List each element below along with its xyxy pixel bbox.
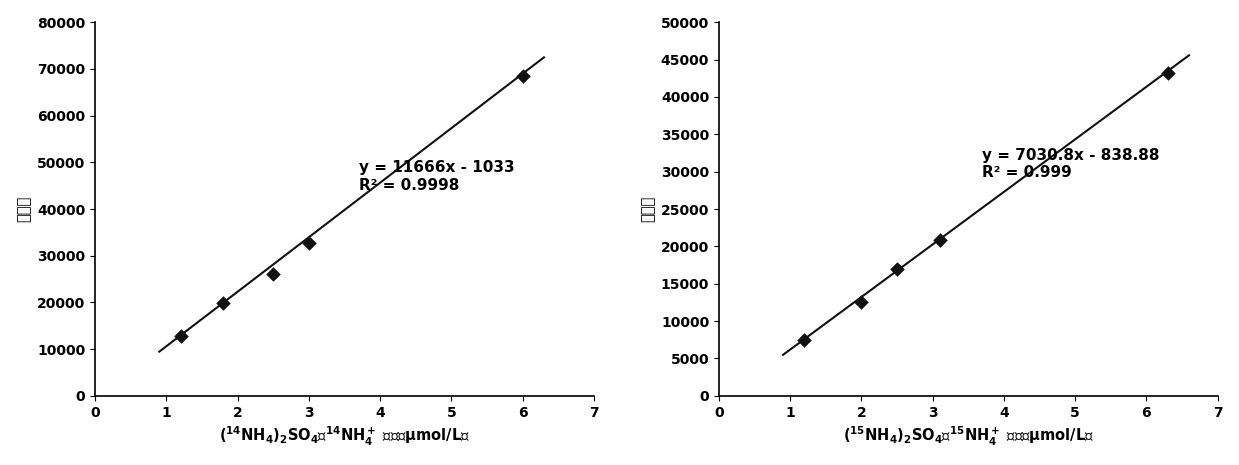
Point xyxy=(1157,69,1177,77)
Point xyxy=(213,299,233,307)
Text: y = 11666x - 1033
R² = 0.9998: y = 11666x - 1033 R² = 0.9998 xyxy=(359,160,514,193)
Point xyxy=(851,299,871,306)
Point xyxy=(794,336,814,344)
Text: y = 7030.8x - 838.88
R² = 0.999: y = 7030.8x - 838.88 R² = 0.999 xyxy=(983,148,1160,180)
Point xyxy=(264,271,284,278)
X-axis label: $\mathbf{(^{14}NH_4)_2SO_4}$中$\mathbf{^{14}NH_4^+}$ 浓度（μmol/L）: $\mathbf{(^{14}NH_4)_2SO_4}$中$\mathbf{^{… xyxy=(219,425,470,448)
Point xyxy=(299,239,318,246)
Point xyxy=(929,237,949,244)
Y-axis label: 峰面积: 峰面积 xyxy=(641,196,655,222)
X-axis label: $\mathbf{(^{15}NH_4)_2SO_4}$中$\mathbf{^{15}NH_4^+}$ 浓度（μmol/L）: $\mathbf{(^{15}NH_4)_2SO_4}$中$\mathbf{^{… xyxy=(843,425,1094,448)
Point xyxy=(513,72,533,80)
Y-axis label: 峰面积: 峰面积 xyxy=(16,196,32,222)
Point xyxy=(171,332,191,340)
Point xyxy=(887,265,907,272)
